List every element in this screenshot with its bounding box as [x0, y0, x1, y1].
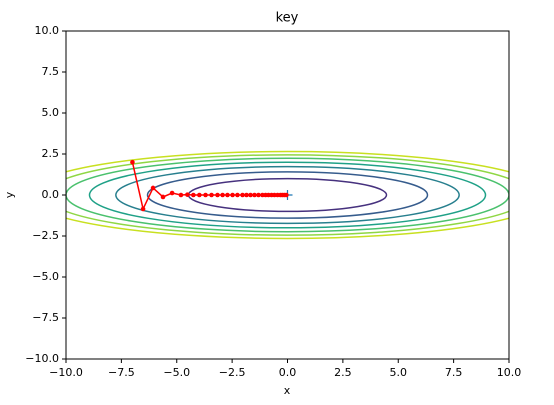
- path-point: [235, 192, 240, 198]
- path-point: [244, 192, 249, 198]
- x-tick-label: 2.5: [334, 366, 352, 379]
- x-tick-label: 5.0: [390, 366, 408, 379]
- y-axis-label: y: [3, 191, 16, 198]
- x-tick-label: −5.0: [163, 366, 190, 379]
- y-tick-label: −5.0: [32, 270, 59, 283]
- path-point: [160, 194, 166, 200]
- path-point: [150, 185, 156, 191]
- y-tick-label: 0.0: [42, 188, 60, 201]
- path-point: [230, 192, 235, 198]
- x-axis-label: x: [284, 384, 291, 397]
- path-point: [203, 192, 208, 198]
- y-tick-label: −2.5: [32, 229, 59, 242]
- x-tick-label: −2.5: [219, 366, 246, 379]
- path-point: [256, 192, 261, 198]
- x-tick-label: −7.5: [108, 366, 135, 379]
- path-point: [225, 192, 230, 198]
- path-point: [240, 192, 245, 198]
- path-point: [215, 192, 220, 198]
- y-tick-label: 10.0: [35, 24, 60, 37]
- contour: [66, 157, 509, 233]
- contour: [146, 171, 429, 219]
- contour: [66, 150, 509, 240]
- path-point: [191, 192, 196, 198]
- x-tick-label: 7.5: [445, 366, 463, 379]
- path-point: [252, 192, 257, 198]
- path-point: [284, 192, 289, 198]
- path-point: [130, 159, 135, 165]
- path-point: [178, 192, 184, 198]
- contour: [115, 165, 460, 225]
- path-point: [197, 192, 202, 198]
- x-tick-label: 10.0: [497, 366, 522, 379]
- x-tick-label: 0.0: [279, 366, 297, 379]
- y-tick-label: 7.5: [42, 65, 60, 78]
- contour: [66, 154, 509, 236]
- path-point: [209, 192, 214, 198]
- path-point: [169, 190, 175, 196]
- y-tick-label: 5.0: [42, 106, 60, 119]
- chart-title: key: [276, 11, 299, 26]
- path-point: [220, 192, 225, 198]
- y-tick-label: 2.5: [42, 147, 60, 160]
- path-point: [140, 206, 146, 212]
- y-tick-label: −10.0: [25, 352, 59, 365]
- path-point: [248, 192, 253, 198]
- x-tick-label: −10.0: [49, 366, 83, 379]
- contour: [88, 161, 487, 229]
- plot-area: [66, 150, 509, 240]
- y-tick-label: −7.5: [32, 311, 59, 324]
- path-point: [185, 192, 190, 197]
